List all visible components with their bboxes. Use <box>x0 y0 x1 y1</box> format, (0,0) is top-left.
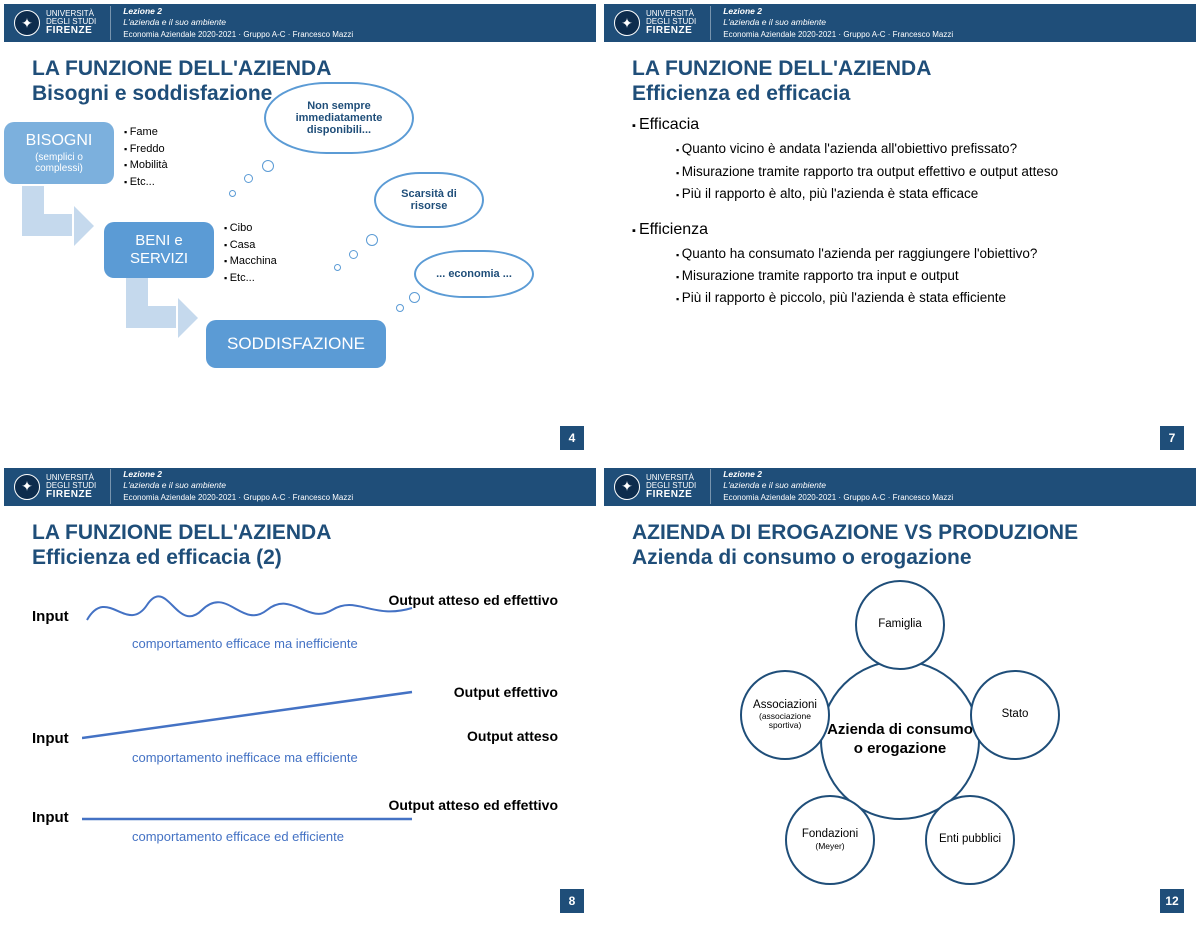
circle-fondazioni: Fondazioni (Meyer) <box>785 795 875 885</box>
center-circle: Azienda di consumo o erogazione <box>820 660 980 820</box>
bubble-icon <box>396 304 404 312</box>
university-logo-icon: ✦ <box>614 474 640 500</box>
beni-items: Cibo Casa Macchina Etc... <box>224 220 277 286</box>
output-label: Output atteso <box>467 728 558 745</box>
bubble-icon <box>244 174 253 183</box>
row-efficace-inefficiente: Input Output atteso ed effettivo comport… <box>32 580 568 670</box>
slide-header: ✦ UNIVERSITÀDEGLI STUDIFIRENZE Lezione 2… <box>604 4 1196 42</box>
page-number: 12 <box>1160 889 1184 913</box>
row-inefficace-efficiente: Input Output effettivo Output atteso com… <box>32 680 568 785</box>
box-soddisfazione: SODDISFAZIONE <box>206 320 386 368</box>
slide-2: ✦ UNIVERSITÀDEGLI STUDIFIRENZE Lezione 2… <box>604 4 1196 460</box>
circle-diagram: Azienda di consumo o erogazione Famiglia… <box>720 580 1080 920</box>
slide-3: ✦ UNIVERSITÀDEGLI STUDIFIRENZE Lezione 2… <box>4 468 596 924</box>
university-name: UNIVERSITÀDEGLI STUDIFIRENZE <box>46 474 96 500</box>
arrow-2-icon <box>126 278 176 328</box>
university-name: UNIVERSITÀ DEGLI STUDI FIRENZE <box>46 10 96 36</box>
lecture-meta: Lezione 2 L'azienda e il suo ambiente Ec… <box>710 6 953 40</box>
bubble-icon <box>229 190 236 197</box>
slide-4: ✦ UNIVERSITÀDEGLI STUDIFIRENZE Lezione 2… <box>604 468 1196 924</box>
university-name: UNIVERSITÀDEGLI STUDIFIRENZE <box>646 474 696 500</box>
output-label: Output atteso ed effettivo <box>388 797 558 814</box>
lecture-meta: Lezione 2 L'azienda e il suo ambiente Ec… <box>710 469 953 503</box>
lecture-meta: Lezione 2 L'azienda e il suo ambiente Ec… <box>110 6 353 40</box>
bullet-content: Efficacia Quanto vicino è andata l'azien… <box>632 116 1168 307</box>
bubble-icon <box>366 234 378 246</box>
slide-1: ✦ UNIVERSITÀ DEGLI STUDI FIRENZE Lezione… <box>4 4 596 460</box>
slide-title: LA FUNZIONE DELL'AZIENDA Efficienza ed e… <box>32 520 568 570</box>
output-label: Output atteso ed effettivo <box>388 592 558 609</box>
university-logo-icon: ✦ <box>14 10 40 36</box>
bubble-icon <box>409 292 420 303</box>
bisogni-items: Fame Freddo Mobilità Etc... <box>124 124 168 190</box>
slope-line-icon <box>82 680 422 750</box>
cloud-2: Scarsità di risorse <box>374 172 484 228</box>
page-number: 8 <box>560 889 584 913</box>
circle-associazioni: Associazioni (associazione sportiva) <box>740 670 830 760</box>
slide-header: ✦ UNIVERSITÀ DEGLI STUDI FIRENZE Lezione… <box>4 4 596 42</box>
box-bisogni: BISOGNI (semplici o complessi) <box>4 122 114 184</box>
squiggly-line-icon <box>82 580 422 640</box>
bubble-icon <box>262 160 274 172</box>
circle-stato: Stato <box>970 670 1060 760</box>
cloud-1: Non sempre immediatamente disponibili... <box>264 82 414 154</box>
flat-line-icon <box>82 815 422 825</box>
page-number: 4 <box>560 426 584 450</box>
slide-header: ✦ UNIVERSITÀDEGLI STUDIFIRENZE Lezione 2… <box>604 468 1196 506</box>
university-logo-icon: ✦ <box>14 474 40 500</box>
arrow-1-icon <box>22 186 72 236</box>
slide-header: ✦ UNIVERSITÀDEGLI STUDIFIRENZE Lezione 2… <box>4 468 596 506</box>
circle-famiglia: Famiglia <box>855 580 945 670</box>
row-efficace-efficiente: Input Output atteso ed effettivo comport… <box>32 795 568 875</box>
university-logo-icon: ✦ <box>614 10 640 36</box>
slide-title: LA FUNZIONE DELL'AZIENDA Efficienza ed e… <box>632 56 1168 106</box>
cloud-3: ... economia ... <box>414 250 534 298</box>
slide-title: AZIENDA DI EROGAZIONE VS PRODUZIONE Azie… <box>632 520 1168 570</box>
page-number: 7 <box>1160 426 1184 450</box>
bubble-icon <box>349 250 358 259</box>
lecture-meta: Lezione 2 L'azienda e il suo ambiente Ec… <box>110 469 353 503</box>
bubble-icon <box>334 264 341 271</box>
university-name: UNIVERSITÀDEGLI STUDIFIRENZE <box>646 10 696 36</box>
output-label: Output effettivo <box>454 684 558 701</box>
box-beni-servizi: BENI e SERVIZI <box>104 222 214 278</box>
circle-enti-pubblici: Enti pubblici <box>925 795 1015 885</box>
